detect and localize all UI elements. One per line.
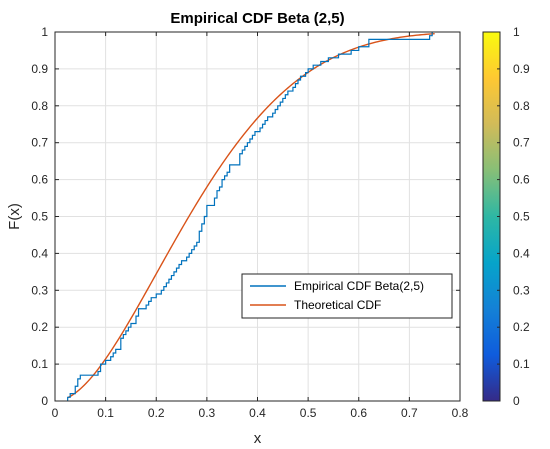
y-tick-label: 0.5 bbox=[31, 210, 48, 224]
colorbar-tick-label: 1 bbox=[513, 25, 520, 39]
plot-area: 0 0.1 0.2 0.3 0.4 0.5 0.6 0.7 0.8 0 0.1 0.2 0.3 0.4 0.… bbox=[31, 25, 468, 420]
colorbar-tick-label: 0.4 bbox=[513, 246, 530, 260]
colorbar-tick-label: 0.3 bbox=[513, 283, 530, 297]
colorbar-tick-label: 0.2 bbox=[513, 320, 530, 334]
colorbar-tick-label: 0.9 bbox=[513, 62, 530, 76]
series-line-theoretical-cdf bbox=[67, 33, 435, 399]
y-tick-label: 0.4 bbox=[31, 246, 48, 260]
y-tick-label: 0.6 bbox=[31, 173, 48, 187]
x-tick-label: 0.5 bbox=[300, 406, 317, 420]
x-tick-label: 0.7 bbox=[401, 406, 418, 420]
x-tick-label: 0.4 bbox=[249, 406, 266, 420]
x-tick-label: 0.8 bbox=[452, 406, 469, 420]
colorbar-tick-label: 0.8 bbox=[513, 99, 530, 113]
colorbar-tick-label: 0.6 bbox=[513, 173, 530, 187]
y-tick-label: 0 bbox=[41, 394, 48, 408]
colorbar: 0 0.1 0.2 0.3 0.4 0.5 0.6 0.7 0.8 0.9 1 bbox=[482, 25, 530, 408]
x-tick-label: 0.6 bbox=[350, 406, 367, 420]
y-tick-label: 0.7 bbox=[31, 136, 48, 150]
y-tick-label: 1 bbox=[41, 25, 48, 39]
legend-box bbox=[241, 273, 453, 319]
x-tick-label: 0.3 bbox=[199, 406, 216, 420]
colorbar-tick-label: 0.1 bbox=[513, 357, 530, 371]
x-tick-label: 0.1 bbox=[97, 406, 114, 420]
x-tick-label: 0.2 bbox=[148, 406, 165, 420]
legend: Empirical CDF Beta(2,5) Theoretical CDF bbox=[241, 273, 453, 319]
y-tick-label: 0.8 bbox=[31, 99, 48, 113]
y-axis-title: F(x) bbox=[6, 203, 23, 230]
y-tick-label: 0.3 bbox=[31, 283, 48, 297]
y-tick-label: 0.2 bbox=[31, 320, 48, 334]
y-tick-label: 0.1 bbox=[31, 357, 48, 371]
colorbar-tick-label: 0.5 bbox=[513, 210, 530, 224]
x-tick-label: 0 bbox=[52, 406, 59, 420]
colorbar-tick-label: 0.7 bbox=[513, 136, 530, 150]
x-axis-title: x bbox=[254, 430, 262, 447]
series-line-empirical-cdf bbox=[67, 32, 433, 401]
colorbar-tick-label: 0 bbox=[513, 394, 520, 408]
y-tick-label: 0.9 bbox=[31, 62, 48, 76]
legend-label: Theoretical CDF bbox=[294, 298, 381, 312]
legend-label: Empirical CDF Beta(2,5) bbox=[294, 279, 424, 293]
colorbar-gradient bbox=[483, 32, 500, 401]
chart-title: Empirical CDF Beta (2,5) bbox=[170, 10, 344, 27]
